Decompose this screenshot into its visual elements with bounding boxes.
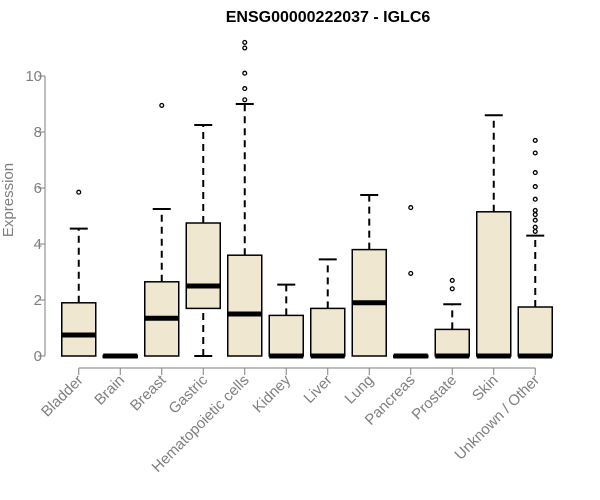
box-iqr	[310, 307, 346, 357]
x-tick-label: Skin	[469, 372, 502, 405]
outlier-point	[242, 39, 248, 45]
x-tick-label: Breast	[127, 371, 170, 414]
outlier-point	[242, 70, 248, 76]
box-kidney	[268, 283, 304, 359]
outlier-point	[242, 86, 248, 92]
box-brain	[102, 353, 138, 359]
box-iqr	[61, 302, 97, 357]
box-iqr	[517, 306, 553, 357]
box-bladder	[61, 189, 97, 357]
outlier-point	[76, 189, 82, 195]
box-prostate	[434, 277, 470, 359]
outlier-point	[408, 270, 414, 276]
chart-title: ENSG00000222037 - IGLC6	[226, 9, 431, 26]
box-iqr	[268, 314, 304, 357]
y-axis-label: Expression	[0, 163, 17, 237]
box-gastric	[185, 124, 221, 357]
outlier-point	[532, 224, 538, 230]
box-hematopoietic-cells	[227, 39, 263, 357]
box-iqr	[227, 254, 263, 357]
outlier-point	[532, 196, 538, 202]
outlier-point	[532, 207, 538, 213]
y-axis: 0 2 4 6 8 10	[25, 68, 46, 365]
outlier-point	[532, 137, 538, 143]
outlier-point	[449, 277, 455, 283]
box-liver	[310, 258, 346, 359]
x-tick-label: Bladder	[38, 372, 87, 421]
x-tick-label: Brain	[91, 372, 128, 409]
y-tick-label: 2	[34, 292, 42, 309]
y-tick-label: 0	[34, 348, 42, 365]
box-breast	[144, 102, 180, 357]
outlier-point	[532, 228, 538, 234]
outlier-point	[408, 205, 414, 211]
y-tick-label: 6	[34, 180, 42, 197]
outlier-point	[449, 286, 455, 292]
x-tick-label: Kidney	[250, 371, 295, 416]
outlier-point	[532, 150, 538, 156]
x-tick-label: Prostate	[409, 372, 461, 424]
box-pancreas	[393, 205, 429, 359]
y-tick-label: 8	[34, 124, 42, 141]
y-tick-label: 4	[34, 236, 42, 253]
box-unknown-other	[517, 137, 553, 359]
box-lung	[351, 194, 387, 357]
outlier-point	[532, 212, 538, 218]
box-iqr	[185, 222, 221, 310]
box-iqr	[476, 211, 512, 357]
x-tick-label: Lung	[341, 372, 377, 408]
outlier-point	[532, 184, 538, 190]
outlier-point	[242, 97, 248, 103]
x-tick-label: Liver	[301, 372, 336, 407]
y-tick-label: 10	[25, 68, 42, 85]
outlier-point	[532, 217, 538, 223]
outlier-point	[242, 45, 248, 51]
outlier-point	[159, 102, 165, 108]
box-skin	[476, 114, 512, 359]
box-iqr	[434, 328, 470, 357]
outlier-point	[532, 170, 538, 176]
box-series	[61, 39, 553, 359]
